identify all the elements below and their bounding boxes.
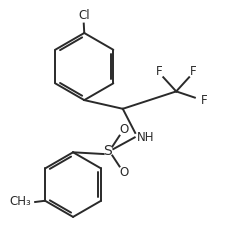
Text: F: F bbox=[155, 65, 162, 78]
Text: F: F bbox=[190, 65, 196, 78]
Text: O: O bbox=[119, 123, 128, 137]
Text: CH₃: CH₃ bbox=[10, 195, 31, 208]
Text: NH: NH bbox=[136, 131, 153, 144]
Text: Cl: Cl bbox=[78, 9, 89, 22]
Text: F: F bbox=[200, 94, 207, 107]
Text: S: S bbox=[103, 144, 112, 158]
Text: O: O bbox=[119, 166, 128, 179]
